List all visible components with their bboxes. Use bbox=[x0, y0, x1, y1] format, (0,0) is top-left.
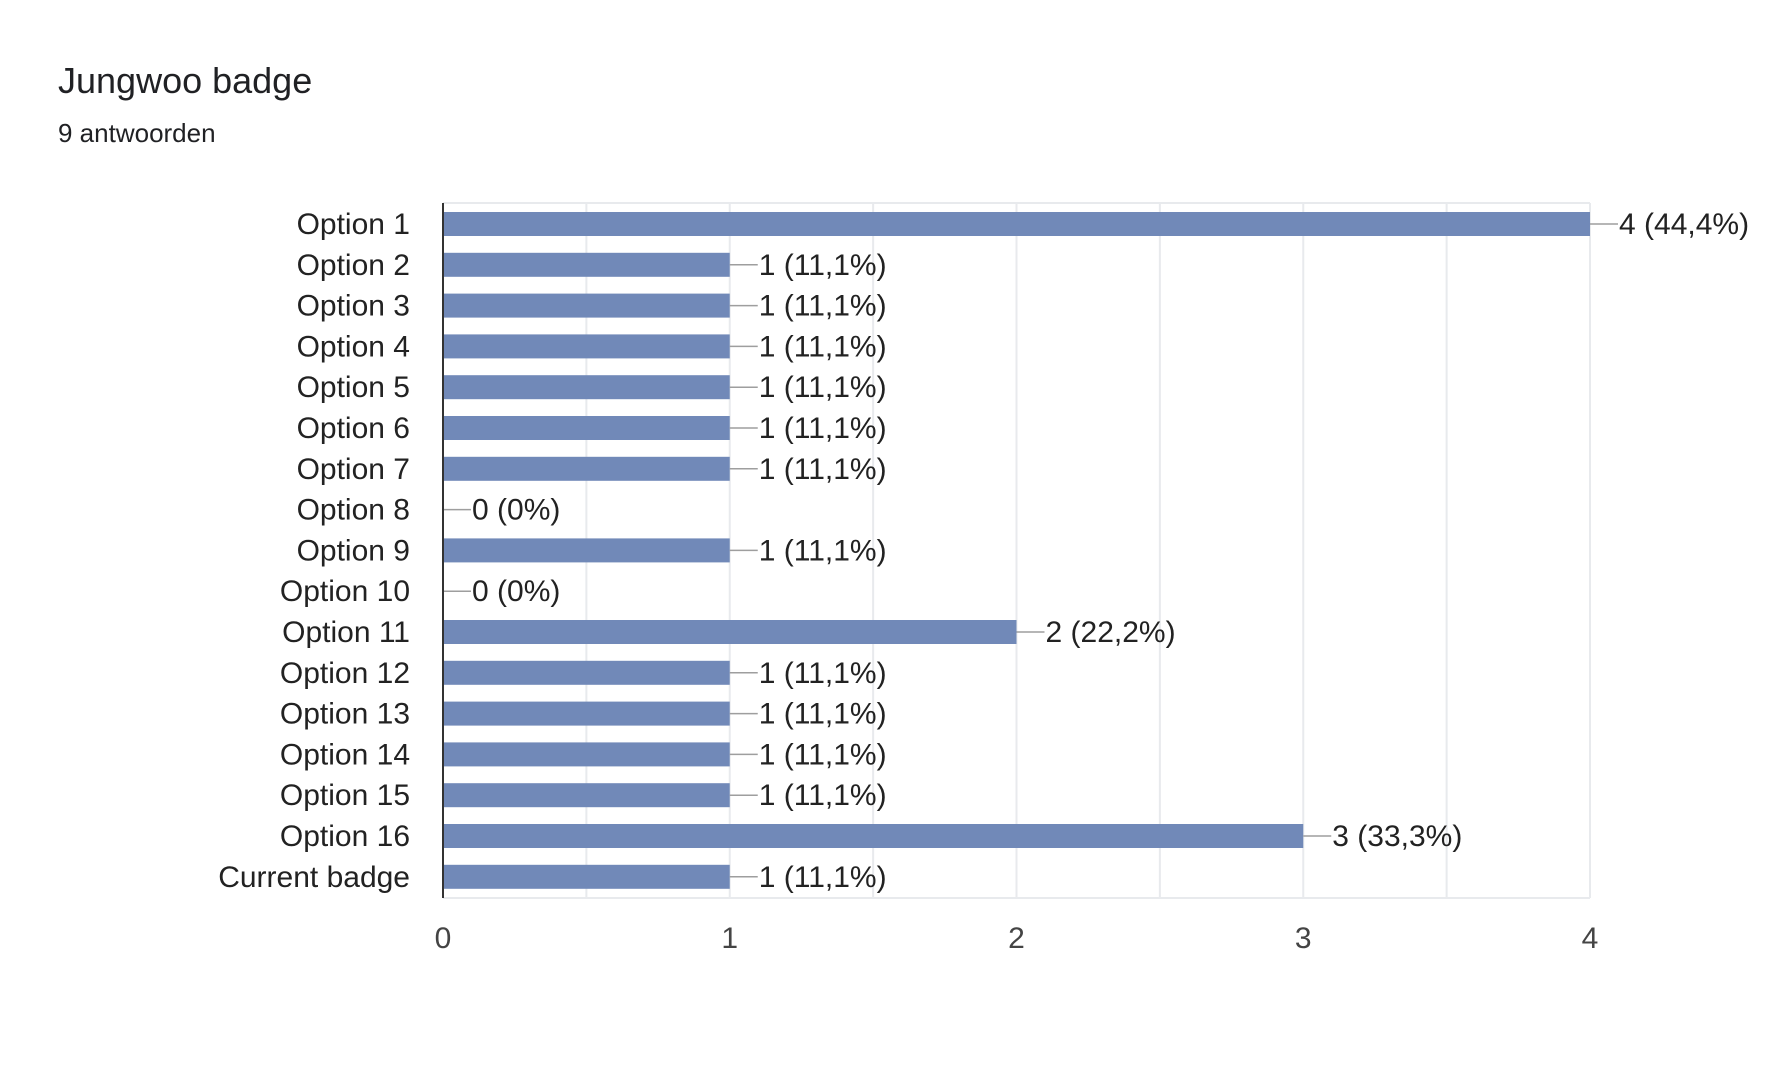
bar bbox=[443, 620, 1017, 644]
bar bbox=[443, 742, 730, 767]
category-label: Option 10 bbox=[280, 575, 410, 608]
category-label: Option 7 bbox=[297, 453, 410, 486]
bar bbox=[443, 538, 730, 563]
data-label: 1 (11,1%) bbox=[759, 861, 887, 894]
category-label: Option 8 bbox=[297, 494, 410, 527]
data-label: 0 (0%) bbox=[472, 575, 560, 608]
data-label: 1 (11,1%) bbox=[759, 738, 887, 771]
response-count: 9 antwoorden bbox=[58, 118, 216, 148]
data-label: 1 (11,1%) bbox=[759, 534, 887, 567]
data-label: 1 (11,1%) bbox=[759, 698, 887, 731]
data-label: 3 (33,3%) bbox=[1332, 820, 1462, 853]
bar bbox=[443, 212, 1590, 236]
data-label: 1 (11,1%) bbox=[759, 453, 887, 486]
category-label: Option 1 bbox=[297, 208, 410, 241]
data-label: 4 (44,4%) bbox=[1619, 208, 1749, 241]
data-label: 1 (11,1%) bbox=[759, 657, 887, 690]
x-tick-label: 4 bbox=[1582, 922, 1599, 955]
data-label: 1 (11,1%) bbox=[759, 249, 887, 282]
category-label: Option 14 bbox=[280, 738, 410, 771]
data-label: 2 (22,2%) bbox=[1046, 616, 1176, 649]
data-label: 1 (11,1%) bbox=[759, 330, 887, 363]
x-tick-label: 3 bbox=[1295, 922, 1312, 955]
x-tick-label: 0 bbox=[435, 922, 452, 955]
bar bbox=[443, 864, 730, 889]
bar bbox=[443, 456, 730, 481]
data-label: 0 (0%) bbox=[472, 494, 560, 527]
bar bbox=[443, 824, 1304, 848]
category-label: Current badge bbox=[218, 861, 410, 894]
category-label: Option 12 bbox=[280, 657, 410, 690]
category-label: Option 4 bbox=[297, 330, 410, 363]
bar bbox=[443, 375, 730, 400]
data-label: 1 (11,1%) bbox=[759, 290, 887, 323]
data-label: 1 (11,1%) bbox=[759, 371, 887, 404]
category-label: Option 13 bbox=[280, 698, 410, 731]
category-label: Option 16 bbox=[280, 820, 410, 853]
bar bbox=[443, 416, 730, 440]
category-label: Option 6 bbox=[297, 412, 410, 445]
bar bbox=[443, 701, 730, 726]
category-label: Option 11 bbox=[282, 616, 410, 649]
bar bbox=[443, 293, 730, 318]
data-label: 1 (11,1%) bbox=[759, 412, 887, 445]
data-label: 1 (11,1%) bbox=[759, 779, 887, 812]
category-label: Option 3 bbox=[297, 290, 410, 323]
bar bbox=[443, 783, 730, 808]
bar bbox=[443, 252, 730, 277]
x-tick-label: 1 bbox=[721, 922, 738, 955]
question-title: Jungwoo badge bbox=[58, 60, 313, 101]
x-tick-label: 2 bbox=[1008, 922, 1025, 955]
bar bbox=[443, 660, 730, 685]
bar bbox=[443, 334, 730, 359]
category-label: Option 2 bbox=[297, 249, 410, 282]
category-label: Option 9 bbox=[297, 534, 410, 567]
category-label: Option 15 bbox=[280, 779, 410, 812]
category-label: Option 5 bbox=[297, 371, 410, 404]
